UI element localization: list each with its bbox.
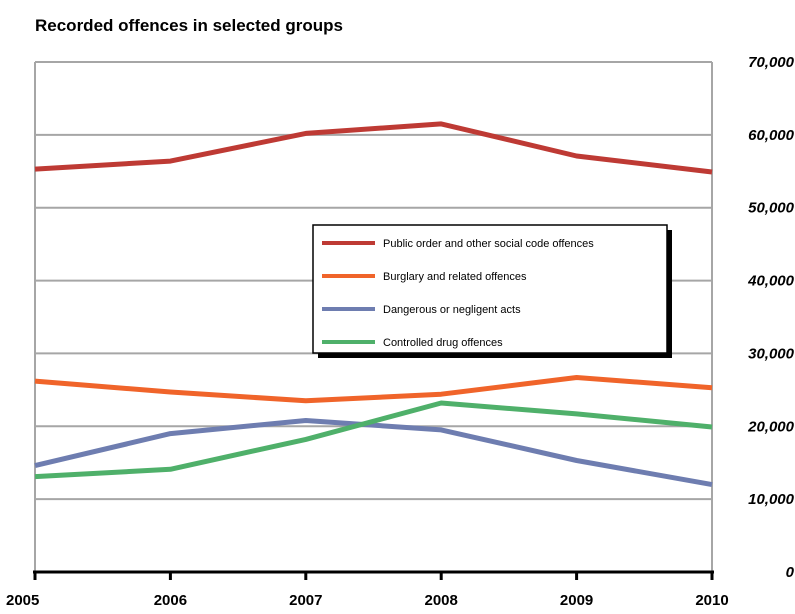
series-line-4 [34,400,713,480]
y-tick-label-40,000: 40,000 [747,273,795,290]
y-tick-label-50,000: 50,000 [748,200,795,217]
legend: Public order and other social code offen… [312,224,672,358]
chart-title: Recorded offences in selected groups [35,16,343,35]
x-tick-label-2006: 2006 [154,592,187,609]
y-tick-label-70,000: 70,000 [748,54,795,71]
legend-label-3: Dangerous or negligent acts [383,304,521,316]
legend-label-4: Controlled drug offences [383,337,503,349]
series-line-2 [34,375,713,404]
legend-label-2: Burglary and related offences [383,271,527,283]
y-tick-label-0: 0 [786,564,795,581]
legend-box [312,224,668,354]
y-tick-label-60,000: 60,000 [748,127,795,144]
y-axis-ticks: 0 10,000 20,000 30,000 40,000 50,000 60,000 70,… [747,54,795,581]
x-tick-label-2010: 2010 [695,592,728,609]
x-tick-label-2007: 2007 [289,592,322,609]
series-line-3 [34,418,713,488]
series-lines [34,121,713,488]
legend-label-1: Public order and other social code offen… [383,238,594,250]
x-tick-label-2009: 2009 [560,592,593,609]
y-tick-label-20,000: 20,000 [747,418,795,435]
x-axis-ticks: 2005 2006 2007 2008 2009 2010 [6,572,729,609]
y-tick-label-10,000: 10,000 [748,491,795,508]
series-line-1 [34,121,713,175]
x-tick-label-2005: 2005 [6,592,39,609]
y-tick-label-30,000: 30,000 [748,345,795,362]
plot-area [33,62,714,574]
x-tick-label-2008: 2008 [425,592,458,609]
